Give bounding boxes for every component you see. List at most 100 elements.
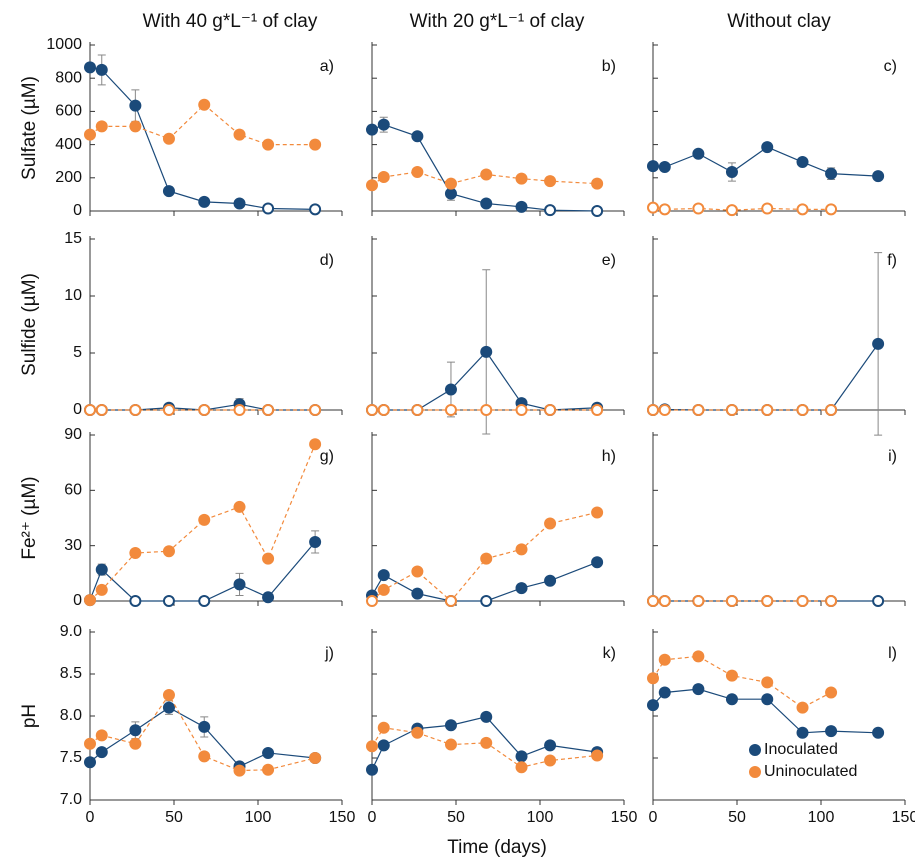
panel-label: j): [324, 645, 334, 662]
data-point: [198, 750, 211, 763]
data-point: [84, 61, 96, 74]
data-point: [162, 132, 175, 145]
data-point: [309, 752, 322, 764]
x-axis-label: Time (days): [447, 837, 547, 858]
data-point: [198, 98, 211, 111]
data-point: [480, 710, 493, 723]
data-point: [544, 175, 557, 188]
data-point: [725, 669, 738, 682]
data-point: [725, 595, 738, 607]
x-tick-label: 50: [728, 809, 746, 826]
data-point: [480, 197, 493, 210]
data-point: [129, 404, 142, 416]
data-point: [480, 404, 493, 416]
series-line: [371, 561, 598, 602]
data-point: [129, 595, 142, 607]
data-point: [761, 141, 774, 154]
data-point: [692, 404, 705, 416]
data-point: [95, 120, 108, 133]
data-point: [309, 138, 322, 151]
data-point: [480, 168, 493, 181]
column-title: With 20 g*L⁻¹ of clay: [410, 11, 585, 32]
x-tick-label: 150: [329, 809, 356, 826]
data-point: [725, 404, 738, 416]
data-point: [544, 517, 557, 530]
panel-label: k): [603, 645, 616, 662]
data-point: [444, 404, 457, 416]
y-tick-label: 0: [73, 202, 82, 219]
data-point: [377, 404, 390, 416]
data-point: [658, 161, 671, 174]
y-tick-label: 15: [64, 230, 82, 247]
series-line: [89, 541, 316, 602]
y-tick-label: 800: [55, 69, 82, 86]
panel-label: h): [602, 448, 616, 465]
x-tick-label: 0: [86, 809, 95, 826]
data-point: [825, 167, 838, 180]
x-tick-label: 150: [611, 809, 638, 826]
panel-label: b): [602, 58, 616, 75]
data-point: [515, 200, 528, 213]
x-tick-label: 50: [165, 809, 183, 826]
data-point: [309, 203, 322, 216]
data-point: [444, 595, 457, 607]
data-point: [761, 404, 774, 416]
data-point: [591, 556, 604, 569]
data-point: [872, 337, 885, 350]
data-point: [692, 683, 705, 696]
data-point: [647, 672, 659, 685]
data-point: [825, 404, 838, 416]
data-point: [233, 764, 246, 777]
data-point: [647, 201, 659, 214]
data-point: [366, 740, 378, 753]
data-point: [84, 737, 96, 750]
data-point: [366, 123, 378, 136]
data-point: [515, 543, 528, 556]
data-point: [162, 689, 175, 701]
panel-label: g): [320, 448, 334, 465]
data-point: [444, 383, 457, 396]
panel-label: d): [320, 252, 334, 269]
data-point: [872, 595, 885, 607]
series-line: [652, 655, 832, 709]
data-point: [796, 156, 809, 169]
data-point: [377, 118, 390, 131]
x-tick-label: 100: [245, 809, 272, 826]
series-line: [371, 511, 598, 602]
series-line: [89, 443, 316, 601]
data-point: [233, 128, 246, 141]
data-point: [591, 177, 604, 190]
y-tick-label: 0: [73, 592, 82, 609]
data-point: [796, 203, 809, 216]
y-tick-label: 60: [64, 482, 82, 499]
data-point: [377, 583, 390, 596]
x-tick-label: 0: [649, 809, 658, 826]
data-point: [233, 197, 246, 210]
data-point: [658, 653, 671, 666]
series-line: [89, 66, 316, 210]
x-tick-label: 0: [368, 809, 377, 826]
data-point: [544, 404, 557, 416]
panel-label: i): [888, 448, 897, 465]
data-point: [162, 701, 175, 714]
data-point: [262, 746, 275, 759]
data-point: [411, 404, 424, 416]
data-point: [444, 177, 457, 190]
data-point: [515, 750, 528, 763]
data-point: [366, 763, 378, 776]
data-point: [377, 170, 390, 183]
y-axis-label: Sulfate (µM): [19, 76, 40, 180]
data-point: [411, 587, 424, 600]
data-point: [647, 160, 659, 173]
y-tick-label: 0: [73, 401, 82, 418]
data-point: [658, 203, 671, 216]
data-point: [825, 686, 838, 699]
x-tick-label: 50: [447, 809, 465, 826]
y-tick-label: 7.5: [60, 749, 82, 766]
data-point: [591, 205, 604, 217]
data-point: [129, 547, 142, 560]
data-point: [84, 128, 96, 141]
data-point: [444, 738, 457, 751]
data-point: [515, 761, 528, 774]
data-point: [262, 591, 275, 604]
